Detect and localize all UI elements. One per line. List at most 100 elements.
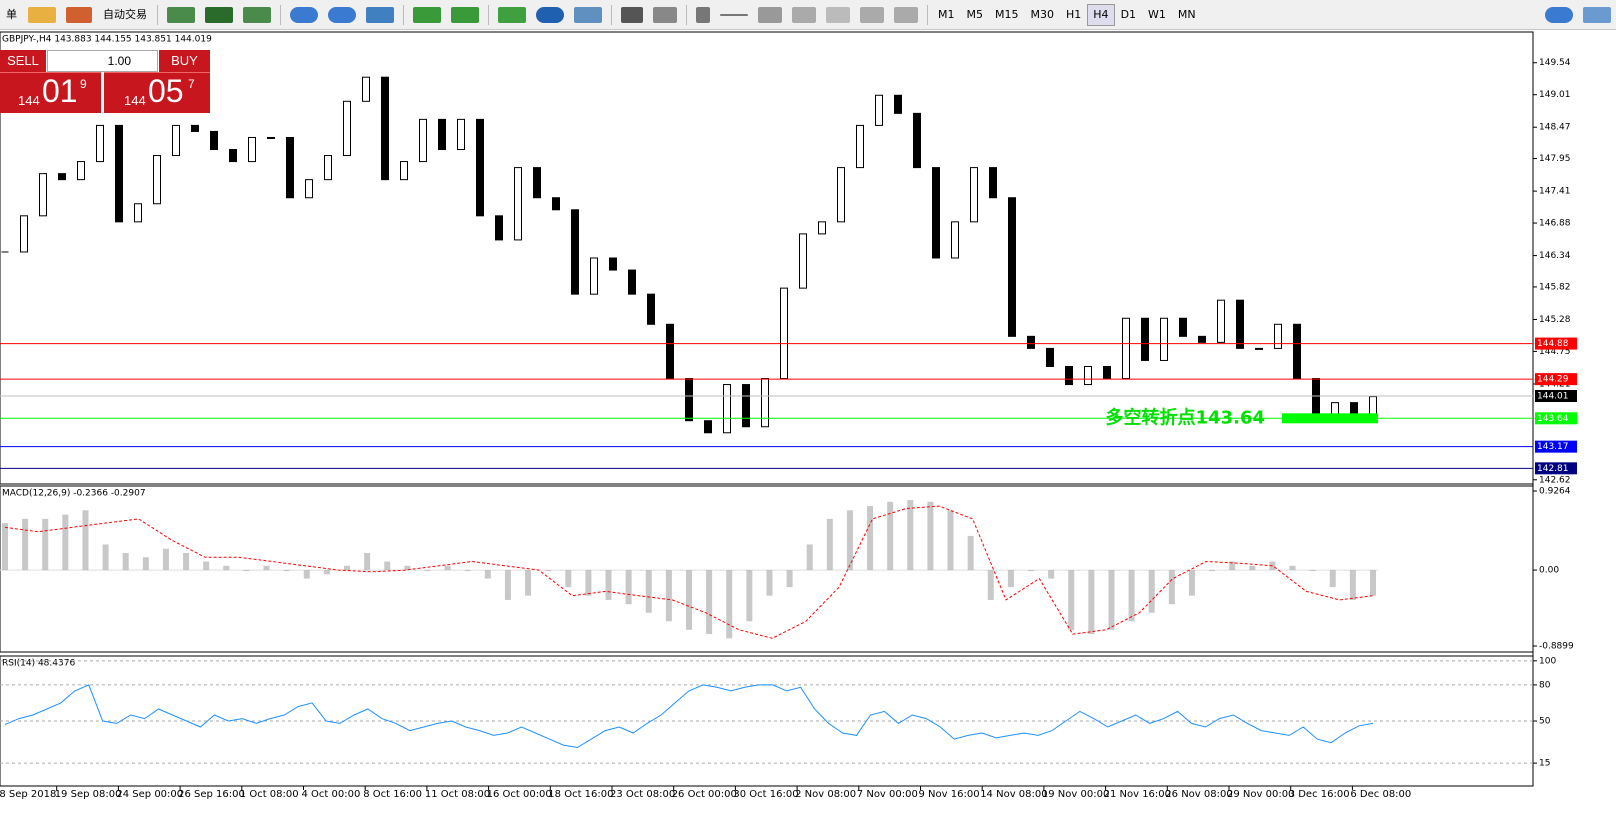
macd-bar: [585, 570, 592, 596]
y-tick-label: 146.34: [1539, 251, 1571, 261]
time-label: 14 Nov 08:00: [980, 789, 1047, 800]
time-label: 23 Oct 08:00: [610, 789, 675, 800]
icon[interactable]: [860, 6, 884, 23]
candle: [229, 149, 237, 163]
macd-bar: [605, 570, 612, 600]
icon[interactable]: [366, 6, 394, 23]
icon[interactable]: [574, 6, 602, 23]
price-small: 7: [188, 77, 195, 91]
sell-button[interactable]: SELL: [0, 50, 46, 72]
icon[interactable]: [720, 13, 748, 16]
timeframe-button[interactable]: M5: [966, 7, 984, 21]
macd-bar: [525, 570, 532, 596]
auto-trading-button[interactable]: 自动交易: [103, 7, 147, 21]
time-label: 19 Sep 08:00: [55, 789, 122, 800]
icon[interactable]: [28, 6, 56, 23]
icon[interactable]: [451, 6, 479, 23]
timeframe-button[interactable]: M30: [1030, 7, 1055, 21]
icon[interactable]: [167, 6, 195, 23]
price-big: 144: [124, 93, 146, 108]
icon[interactable]: [536, 6, 564, 23]
level-label: 143.17: [1537, 442, 1569, 452]
macd-bar: [2, 523, 8, 571]
candle: [685, 378, 693, 422]
time-label: 24 Sep 00:00: [116, 789, 183, 800]
timeframe-button[interactable]: M1: [938, 7, 955, 21]
search-icon[interactable]: [1545, 6, 1573, 23]
macd-bar: [1349, 570, 1356, 600]
macd-bar: [826, 518, 833, 571]
candle: [267, 136, 275, 139]
level-label-box: [1535, 337, 1577, 350]
macd-bar: [283, 570, 290, 572]
macd-bar: [746, 570, 753, 622]
candle: [913, 112, 921, 169]
macd-bar: [364, 552, 371, 571]
candle: [875, 94, 883, 126]
time-label: 26 Oct 00:00: [672, 789, 737, 800]
timeframe-button[interactable]: H4: [1087, 3, 1115, 26]
level-label: 143.64: [1537, 414, 1569, 424]
macd-bar: [142, 557, 149, 571]
sell-price[interactable]: 144 01 9: [0, 72, 101, 113]
icon[interactable]: [653, 6, 677, 23]
time-label: 9 Nov 16:00: [919, 789, 980, 800]
annotation: 多空转折点143.64: [1106, 406, 1265, 428]
macd-bar: [806, 544, 813, 571]
icon[interactable]: [758, 6, 782, 23]
candle: [96, 124, 104, 163]
candle: [514, 167, 522, 241]
price-main: 01: [42, 73, 78, 109]
macd-bar: [1048, 570, 1055, 579]
macd-bar: [464, 570, 471, 572]
candle: [115, 124, 123, 223]
menu-fragment[interactable]: 单: [6, 7, 17, 21]
icon[interactable]: [290, 6, 318, 23]
icon[interactable]: [328, 6, 356, 23]
icon[interactable]: [792, 6, 816, 23]
icon[interactable]: [826, 6, 850, 23]
buy-price[interactable]: 144 05 7: [104, 72, 210, 113]
macd-bar: [102, 544, 109, 571]
macd-bar: [203, 561, 210, 571]
macd-bar: [1007, 570, 1014, 588]
timeframe-button[interactable]: MN: [1177, 7, 1196, 21]
lots-input[interactable]: 1.00: [47, 50, 158, 72]
icon[interactable]: [243, 6, 271, 23]
icon[interactable]: [894, 6, 918, 23]
candle: [381, 76, 389, 181]
macd-bar: [1188, 570, 1195, 596]
candle: [39, 173, 47, 217]
icon[interactable]: [696, 6, 710, 23]
icon[interactable]: [205, 6, 233, 23]
y-tick-label: 147.41: [1539, 187, 1571, 197]
macd-bar: [907, 500, 914, 571]
macd-bar: [1148, 570, 1155, 613]
timeframe-button[interactable]: H1: [1066, 7, 1082, 21]
candle: [1236, 299, 1244, 349]
time-label: 11 Oct 08:00: [425, 789, 490, 800]
macd-bar: [384, 561, 391, 571]
candle: [191, 124, 199, 132]
icon[interactable]: [1583, 6, 1611, 23]
candle: [761, 378, 769, 428]
icon[interactable]: [498, 6, 526, 23]
candle: [704, 420, 712, 434]
timeframe-button[interactable]: M15: [995, 7, 1019, 21]
candle: [1179, 317, 1187, 337]
macd-bar: [846, 510, 853, 571]
candle: [438, 118, 446, 151]
icon[interactable]: [621, 6, 643, 23]
time-label: 29 Nov 00:00: [1227, 789, 1294, 800]
timeframe-button[interactable]: W1: [1148, 7, 1166, 21]
timeframe-button[interactable]: D1: [1120, 7, 1137, 21]
macd-bar: [444, 565, 451, 571]
icon[interactable]: [413, 6, 441, 23]
candle: [400, 161, 408, 181]
macd-bar: [303, 570, 310, 579]
icon[interactable]: [66, 6, 92, 23]
macd-bar: [1108, 570, 1115, 630]
level-label-box: [1535, 373, 1577, 386]
buy-button[interactable]: BUY: [159, 50, 210, 72]
